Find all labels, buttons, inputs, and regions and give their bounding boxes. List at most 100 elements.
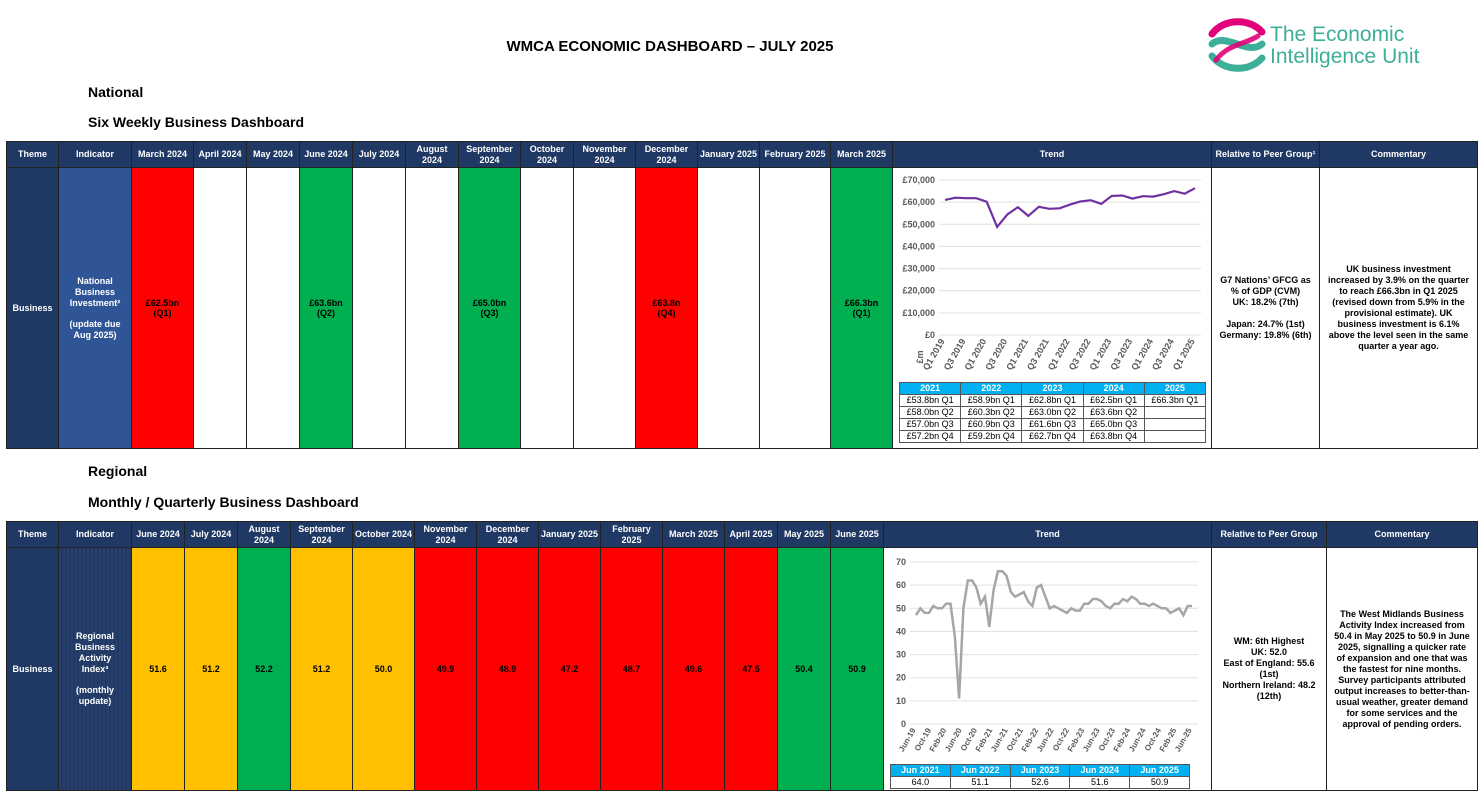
status-cell: 51.6 [131,547,185,791]
national-subheading: Six Weekly Business Dashboard [88,114,305,130]
header-month: December 2024 [476,521,539,548]
indicator-note: (monthly update) [76,685,114,706]
y-tick-label: 60 [896,580,906,590]
mini-cell: £63.6bn Q2 [1082,406,1145,419]
header-month: October 2024 [352,521,415,548]
header-commentary: Commentary [1326,521,1478,548]
header-month: January 2025 [538,521,601,548]
regional-subheading: Monthly / Quarterly Business Dashboard [88,494,359,510]
header-month: August 2024 [237,521,291,548]
series-line [914,570,1192,699]
y-tick-label: £0 [925,330,935,340]
relative-cell: WM: 6th Highest UK: 52.0 East of England… [1211,547,1327,791]
header-month: June 2025 [830,521,884,548]
header-trend: Trend [883,521,1212,548]
mini-cell [1143,406,1207,419]
header-theme: Theme [6,141,59,168]
cell-sub: (Q3) [480,308,499,318]
status-cell: 48.7 [600,547,663,791]
header-month: August 2024 [405,141,459,168]
relative-line: WM: 6th Highest [1233,636,1305,646]
cell-value: £63.6bn [309,298,343,308]
header-month: July 2024 [352,141,406,168]
page-title: WMCA ECONOMIC DASHBOARD – JULY 2025 [506,38,834,55]
mini-cell: £63.8bn Q4 [1082,430,1145,443]
header-month: April 2025 [724,521,778,548]
status-cell: 50.0 [352,547,415,791]
status-cell [697,167,760,449]
relative-line: UK: 52.0 [1250,647,1287,657]
theme-cell: Business [6,547,59,791]
cell-sub: (Q4) [657,308,676,318]
status-cell: 51.2 [184,547,238,791]
status-cell: £63.6bn (Q2) [299,167,353,449]
header-month: June 2024 [299,141,353,168]
header-month: February 2025 [759,141,831,168]
mini-header: Jun 2023 [1009,764,1071,777]
mini-cell: £59.2bn Q4 [960,430,1023,443]
logo: The Economic Intelligence Unit [1206,14,1476,76]
cell-value: £62.5bn [145,298,180,308]
header-relative: Relative to Peer Group [1211,521,1327,548]
commentary-cell: The West Midlands Business Activity Inde… [1326,547,1478,791]
status-cell [193,167,247,449]
indicator-cell: Regional Business Activity Index³ (month… [58,547,132,791]
status-cell: 49.6 [662,547,725,791]
indicator-name: National Business Investment² [69,275,121,308]
cell-sub: (Q2) [317,308,335,318]
mini-cell: £66.3bn Q1 [1143,394,1207,407]
header-month: May 2025 [777,521,831,548]
commentary-cell: UK business investment increased by 3.9%… [1319,167,1478,449]
mini-cell: £58.9bn Q1 [960,394,1023,407]
status-cell: £66.3bn (Q1) [830,167,893,449]
header-theme: Theme [6,521,59,548]
relative-line: Northern Ireland: 48.2 (12th) [1222,680,1316,701]
header-month: March 2025 [662,521,725,548]
mini-cell: £62.5bn Q1 [1082,394,1145,407]
header-month: September 2024 [458,141,521,168]
header-month: February 2025 [600,521,663,548]
status-cell [405,167,459,449]
header-month: December 2024 [635,141,698,168]
header-month: September 2024 [290,521,353,548]
mini-cell: £63.0bn Q2 [1021,406,1084,419]
mini-cell [1143,418,1207,431]
relative-line: Japan: 24.7% (1st) [1226,319,1305,329]
header-indicator: Indicator [58,141,132,168]
status-cell [520,167,574,449]
mini-cell: 52.6 [1009,776,1071,789]
status-cell: 52.2 [237,547,291,791]
y-axis-label: £m [915,350,925,363]
relative-line: East of England: 55.6 (1st) [1223,658,1315,679]
relative-line: Germany: 19.8% (6th) [1219,330,1312,340]
status-cell: 50.4 [777,547,831,791]
header-month: July 2024 [184,521,238,548]
mini-header: 2021 [898,382,962,395]
mini-cell: £53.8bn Q1 [898,394,962,407]
header-month: November 2024 [414,521,477,548]
mini-cell [1143,430,1207,443]
trend-cell: £70,000 £60,000 £50,000 £40,000 £30,000 £20,0… [892,167,1212,449]
y-tick-label: 70 [896,557,906,567]
eiu-swirl-logo-icon [1208,18,1266,72]
status-cell: £65.0bn (Q3) [458,167,521,449]
status-cell: 47.2 [538,547,601,791]
header-month: April 2024 [193,141,247,168]
status-cell: 49.9 [414,547,477,791]
series-line [944,187,1196,230]
national-mini-table: 2021 2022 2023 2024 2025 £53.8bn Q1 £58.… [898,382,1207,443]
y-tick-label: £20,000 [902,286,935,296]
mini-cell: 51.6 [1069,776,1131,789]
y-tick-label: £40,000 [902,241,935,251]
mini-cell: 51.1 [949,776,1011,789]
logo-line-1: The Economic [1270,23,1405,46]
indicator-note: (update due Aug 2025) [69,318,121,340]
regional-dashboard-table: Theme Indicator June 2024 July 2024 Augu… [6,521,1478,791]
trend-cell: 70 60 50 40 30 20 10 0 Jun-19 Oct-19 Feb-20 Jun-20 O… [883,547,1212,791]
mini-cell: £57.2bn Q4 [898,430,962,443]
mini-header: Jun 2021 [890,764,951,777]
y-tick-label: 10 [896,696,906,706]
header-indicator: Indicator [58,521,132,548]
indicator-cell: National Business Investment² (update du… [58,167,132,449]
mini-cell: £65.0bn Q3 [1082,418,1145,431]
